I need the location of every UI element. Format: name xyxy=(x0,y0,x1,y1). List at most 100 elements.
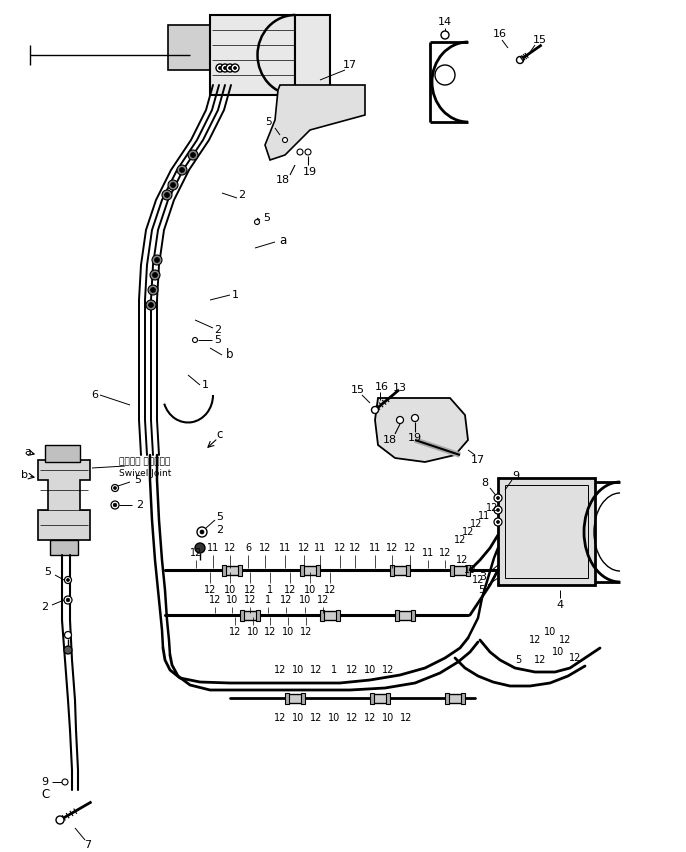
Text: 12: 12 xyxy=(244,585,256,595)
Text: Swivel Joint: Swivel Joint xyxy=(119,469,172,477)
Text: 2: 2 xyxy=(215,325,222,335)
Circle shape xyxy=(64,631,71,638)
Circle shape xyxy=(224,66,226,70)
Circle shape xyxy=(412,415,418,422)
Polygon shape xyxy=(498,478,595,585)
Text: 12: 12 xyxy=(300,627,312,637)
Text: 10: 10 xyxy=(382,713,394,723)
Polygon shape xyxy=(397,611,413,619)
Circle shape xyxy=(283,137,287,142)
Text: 12: 12 xyxy=(334,543,346,553)
Circle shape xyxy=(517,56,523,64)
Polygon shape xyxy=(224,566,240,574)
Text: 1: 1 xyxy=(265,595,271,605)
Circle shape xyxy=(67,579,69,582)
Circle shape xyxy=(180,168,185,172)
Polygon shape xyxy=(50,540,78,555)
Polygon shape xyxy=(466,565,470,575)
Text: b: b xyxy=(21,470,27,480)
Text: 1: 1 xyxy=(267,585,273,595)
Circle shape xyxy=(197,527,207,537)
Text: 10: 10 xyxy=(299,595,311,605)
Text: 10: 10 xyxy=(464,565,476,575)
Text: 12: 12 xyxy=(190,548,202,558)
Text: 2: 2 xyxy=(137,500,143,510)
Circle shape xyxy=(62,779,68,785)
Text: 10: 10 xyxy=(226,595,238,605)
Polygon shape xyxy=(168,25,210,70)
Circle shape xyxy=(67,598,70,602)
Text: C: C xyxy=(42,788,50,802)
Polygon shape xyxy=(395,609,399,620)
Polygon shape xyxy=(370,693,374,704)
Text: 10: 10 xyxy=(364,665,376,675)
Text: 11: 11 xyxy=(279,543,291,553)
Polygon shape xyxy=(336,609,340,620)
Text: 6: 6 xyxy=(245,543,251,553)
Text: 5: 5 xyxy=(515,655,521,665)
Polygon shape xyxy=(372,694,388,703)
Text: 11: 11 xyxy=(478,511,490,521)
Polygon shape xyxy=(210,15,295,95)
Text: 12: 12 xyxy=(486,503,498,513)
Polygon shape xyxy=(445,693,449,704)
Text: 1: 1 xyxy=(331,665,337,675)
Text: 12: 12 xyxy=(346,665,358,675)
Circle shape xyxy=(64,596,72,604)
Circle shape xyxy=(255,220,259,224)
Polygon shape xyxy=(450,565,454,575)
Text: 12: 12 xyxy=(317,595,329,605)
Text: 12: 12 xyxy=(284,585,296,595)
Text: 12: 12 xyxy=(472,575,484,585)
Polygon shape xyxy=(447,694,463,703)
Text: 12: 12 xyxy=(274,665,286,675)
Circle shape xyxy=(219,66,222,70)
Text: 19: 19 xyxy=(303,167,317,177)
Text: 12: 12 xyxy=(404,543,416,553)
Text: 12: 12 xyxy=(462,527,474,537)
Circle shape xyxy=(305,149,311,155)
Text: 2: 2 xyxy=(239,190,246,200)
Text: 12: 12 xyxy=(439,548,451,558)
Polygon shape xyxy=(406,565,410,575)
Text: 10: 10 xyxy=(224,585,236,595)
Polygon shape xyxy=(287,694,303,703)
Circle shape xyxy=(165,193,169,198)
Text: 9: 9 xyxy=(512,471,519,481)
Circle shape xyxy=(195,543,205,553)
Text: a: a xyxy=(25,447,32,457)
Text: 10: 10 xyxy=(544,627,556,637)
Circle shape xyxy=(146,300,156,310)
Text: 12: 12 xyxy=(324,585,336,595)
Text: 12: 12 xyxy=(559,635,571,645)
Circle shape xyxy=(216,64,224,72)
Circle shape xyxy=(397,417,403,423)
Circle shape xyxy=(231,64,239,72)
Text: 14: 14 xyxy=(438,17,452,27)
Text: 15: 15 xyxy=(533,35,547,45)
Circle shape xyxy=(162,190,172,200)
Text: 11: 11 xyxy=(207,543,219,553)
Text: 12: 12 xyxy=(229,627,241,637)
Circle shape xyxy=(228,66,231,70)
Text: 12: 12 xyxy=(298,543,310,553)
Circle shape xyxy=(193,337,198,343)
Circle shape xyxy=(494,518,502,526)
Circle shape xyxy=(494,494,502,502)
Polygon shape xyxy=(392,566,408,574)
Circle shape xyxy=(226,64,234,72)
Text: 12: 12 xyxy=(534,655,546,665)
Text: 19: 19 xyxy=(408,433,422,443)
Text: 17: 17 xyxy=(471,455,485,465)
Polygon shape xyxy=(461,693,465,704)
Text: 11: 11 xyxy=(314,543,326,553)
Circle shape xyxy=(177,165,187,175)
Text: 10: 10 xyxy=(292,665,304,675)
Text: 10: 10 xyxy=(292,713,304,723)
Text: 12: 12 xyxy=(456,555,468,565)
Circle shape xyxy=(148,285,158,295)
Circle shape xyxy=(191,153,196,158)
Text: 9: 9 xyxy=(41,777,49,787)
Circle shape xyxy=(233,66,237,70)
Circle shape xyxy=(113,504,117,507)
